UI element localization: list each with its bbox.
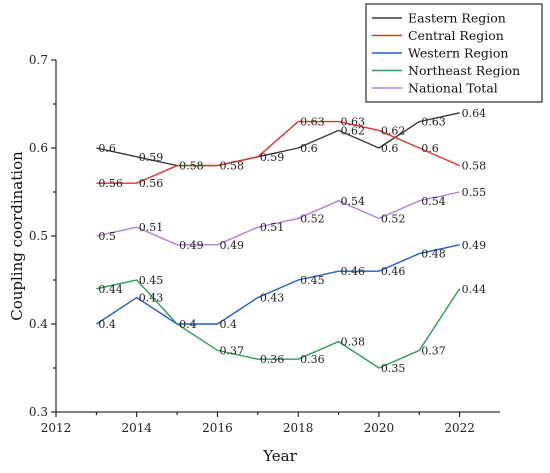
data-label: 0.43 [260,292,285,305]
y-tick-label: 0.7 [29,53,48,67]
series-line-northeast-region [96,279,461,369]
data-label: 0.51 [139,221,164,234]
data-label: 0.37 [421,344,446,357]
series-line-western-region [96,244,460,325]
data-label: 0.4 [219,318,237,331]
x-tick-label: 2012 [41,421,72,435]
x-tick-label: 2022 [444,421,475,435]
data-label: 0.6 [98,142,116,155]
legend-entry: National Total [408,81,498,96]
data-label: 0.54 [341,195,366,208]
x-axis-title: Year [262,447,297,465]
y-tick-label: 0.4 [29,317,48,331]
legend-entry: Northeast Region [408,63,520,78]
data-label: 0.58 [462,160,487,173]
data-label: 0.55 [462,186,487,199]
x-tick-label: 2016 [202,421,233,435]
x-tick-label: 2020 [364,421,395,435]
data-label: 0.49 [462,239,487,252]
data-label: 0.35 [381,362,406,375]
legend-entry: Western Region [408,46,508,61]
data-label: 0.4 [179,318,197,331]
data-label: 0.6 [421,142,439,155]
series-line-national-total [96,191,460,246]
data-label: 0.63 [300,116,325,129]
data-label: 0.49 [219,239,244,252]
data-label: 0.64 [462,107,487,120]
data-label: 0.52 [381,212,406,225]
data-label: 0.59 [260,151,285,164]
data-label: 0.38 [341,336,366,349]
data-label: 0.49 [179,239,204,252]
data-label: 0.56 [98,177,123,190]
data-label: 0.6 [300,142,318,155]
data-labels: 0.6 0.59 0.59 0.6 0.62 0.6 0.63 0.64 0.56 0.56 0.5… [98,107,486,375]
data-label: 0.36 [260,353,285,366]
axes: 2012 2014 2016 2018 2020 2022 0.3 0.4 0.5 0.6 0.7 [29,53,500,435]
data-label: 0.43 [139,292,164,305]
data-label: 0.5 [98,230,116,243]
series-line-eastern-region [96,112,460,167]
data-label: 0.45 [300,274,325,287]
data-label: 0.46 [341,265,366,278]
data-label: 0.58 [179,160,204,173]
data-label: 0.6 [381,142,399,155]
data-label: 0.56 [139,177,164,190]
legend-entry: Eastern Region [408,11,506,26]
data-label: 0.59 [139,151,164,164]
data-label: 0.44 [462,283,487,296]
data-label: 0.46 [381,265,406,278]
data-label: 0.54 [421,195,446,208]
series-layer [96,112,461,369]
series-line-central-region [96,120,460,184]
data-label: 0.62 [381,124,406,137]
y-tick-label: 0.5 [29,229,48,243]
data-label: 0.36 [300,353,325,366]
data-label: 0.45 [139,274,164,287]
y-axis-title: Coupling coordination [8,151,26,321]
data-label: 0.58 [219,160,244,173]
data-label: 0.63 [341,116,366,129]
data-label: 0.52 [300,212,325,225]
data-label: 0.63 [421,116,446,129]
data-label: 0.62 [341,124,366,137]
data-label: 0.48 [421,248,446,261]
legend: Eastern Region Central Region Western Regi… [365,3,543,103]
data-label: 0.37 [219,344,244,357]
x-tick-label: 2014 [121,421,152,435]
y-tick-label: 0.6 [29,141,48,155]
y-tick-label: 0.3 [29,405,48,419]
data-label: 0.4 [98,318,116,331]
data-label: 0.44 [98,283,123,296]
x-tick-label: 2018 [283,421,314,435]
legend-entry: Central Region [408,28,504,43]
data-label: 0.51 [260,221,285,234]
